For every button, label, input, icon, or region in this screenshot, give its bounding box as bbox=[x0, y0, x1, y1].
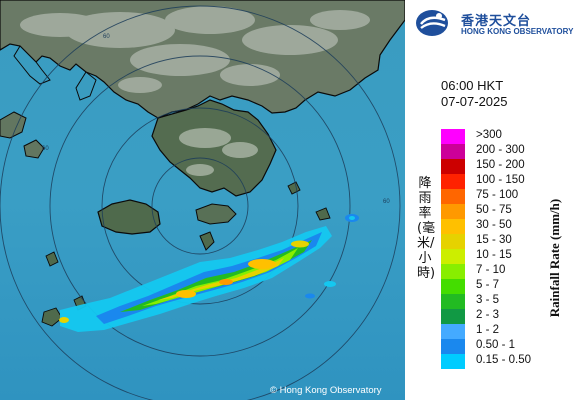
legend-label: 50 - 75 bbox=[476, 204, 512, 216]
western-island bbox=[0, 111, 27, 139]
timestamp-date: 07-07-2025 bbox=[441, 94, 508, 109]
range-ring-labels: 60 60 60 bbox=[42, 34, 390, 205]
legend-label: 5 - 7 bbox=[476, 279, 500, 291]
legend-label: 15 - 30 bbox=[476, 234, 512, 246]
legend-label: 150 - 200 bbox=[476, 159, 525, 171]
legend-label: 3 - 5 bbox=[476, 294, 500, 306]
legend-label: 1 - 2 bbox=[476, 324, 500, 336]
legend-swatch bbox=[441, 129, 465, 144]
legend-swatch bbox=[441, 234, 465, 249]
legend-swatch bbox=[441, 354, 465, 369]
svg-text:60: 60 bbox=[103, 34, 110, 40]
legend-swatch bbox=[441, 219, 465, 234]
svg-text:60: 60 bbox=[42, 146, 49, 152]
observatory-logo[interactable]: 香港天文台 HONG KONG OBSERVATORY bbox=[415, 8, 575, 40]
legend-label: 2 - 3 bbox=[476, 309, 500, 321]
legend-label: 75 - 100 bbox=[476, 189, 519, 201]
copyright-text: © Hong Kong Observatory bbox=[270, 385, 382, 396]
radar-image: 60 60 60 © Hong Kong Observatory bbox=[0, 0, 405, 400]
svg-text:60: 60 bbox=[383, 199, 390, 205]
legend-label: >300 bbox=[476, 129, 502, 141]
new-territories bbox=[151, 99, 277, 197]
org-name-en: HONG KONG OBSERVATORY bbox=[461, 27, 574, 36]
observatory-emblem-icon bbox=[416, 10, 448, 36]
legend-label: 7 - 10 bbox=[476, 264, 506, 276]
legend-swatch bbox=[441, 264, 465, 279]
legend-label: 30 - 50 bbox=[476, 219, 512, 231]
legend-swatch bbox=[441, 339, 465, 354]
legend-swatch bbox=[441, 249, 465, 264]
legend-swatch bbox=[441, 144, 465, 159]
legend-label: 200 - 300 bbox=[476, 144, 525, 156]
legend-label: 0.15 - 0.50 bbox=[476, 354, 531, 366]
lantau-island bbox=[97, 199, 161, 235]
range-rings bbox=[0, 5, 401, 400]
legend-title-en: Rainfall Rate (mm/h) bbox=[547, 198, 562, 318]
legend-swatch bbox=[441, 294, 465, 309]
legend-swatch bbox=[441, 189, 465, 204]
hong-kong-island bbox=[195, 203, 237, 225]
legend-label: 0.50 - 1 bbox=[476, 339, 515, 351]
org-name-zh: 香港天文台 bbox=[461, 14, 532, 29]
info-panel: 香港天文台 HONG KONG OBSERVATORY 06:00 HKT 07… bbox=[405, 0, 577, 400]
legend-swatch bbox=[441, 204, 465, 219]
legend-title-zh: 降雨率(毫米/小時) bbox=[417, 176, 436, 281]
legend-swatch bbox=[441, 309, 465, 324]
timestamp-time: 06:00 HKT bbox=[441, 78, 504, 93]
legend-color-scale bbox=[441, 129, 465, 369]
legend-label: 100 - 150 bbox=[476, 174, 525, 186]
legend-label: 10 - 15 bbox=[476, 249, 512, 261]
legend-swatch bbox=[441, 159, 465, 174]
radar-map: 60 60 60 © Hong Kong Observatory bbox=[0, 0, 405, 400]
rain-band bbox=[59, 214, 359, 332]
legend-swatch bbox=[441, 324, 465, 339]
legend-swatch bbox=[441, 174, 465, 189]
legend-swatch bbox=[441, 279, 465, 294]
cloud-cover bbox=[20, 6, 370, 93]
